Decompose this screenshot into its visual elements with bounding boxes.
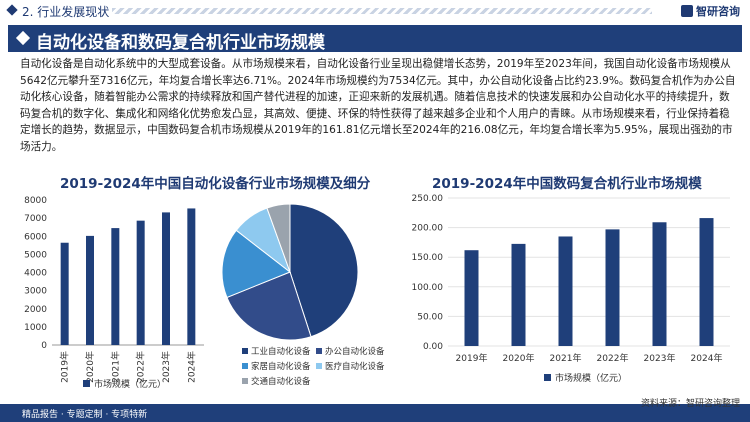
chart2-title: 2019-2024年中国数码复合机行业市场规模 <box>432 176 702 192</box>
chart3-y-tick-label: 200.00 <box>412 224 444 234</box>
chart1-y-tick-label: 5000 <box>24 250 47 260</box>
pie-slice <box>289 203 359 338</box>
chart3-x-tick-label: 2020年 <box>503 352 535 364</box>
chart1-bar <box>136 220 145 345</box>
chart3-y-tick-label: 50.00 <box>417 312 443 322</box>
chart3-x-tick-label: 2022年 <box>597 352 629 364</box>
chart1-bar <box>162 212 170 345</box>
chart1-y-tick-label: 8000 <box>24 196 47 206</box>
chart1-x-tick-label: 2023年 <box>160 351 172 383</box>
footer-bar: 精品报告 · 专题定制 · 专项特新 <box>0 404 750 422</box>
chart1-legend-label: 市场规模（亿元） <box>94 378 166 390</box>
chart1-x-tick-label: 2022年 <box>135 351 147 383</box>
title-banner: 自动化设备和数码复合机行业市场规模 <box>8 25 742 53</box>
chart3-bar <box>464 250 479 346</box>
chart3-y-tick-label: 100.00 <box>412 283 444 293</box>
chart3-bar <box>699 218 714 346</box>
chart1-x-tick-label: 2020年 <box>84 351 96 383</box>
pie-legend-swatch <box>316 348 322 354</box>
chart1-x-tick-label: 2019年 <box>59 351 71 383</box>
pie-legend-label: 交通自动化设备 <box>251 376 311 387</box>
pie-legend-label: 办公自动化设备 <box>325 346 385 357</box>
section-diamond-icon <box>6 4 18 16</box>
chart3-y-tick-label: 0.00 <box>423 342 443 352</box>
chart3-legend-swatch <box>544 374 551 381</box>
page-title: 自动化设备和数码复合机行业市场规模 <box>36 33 325 53</box>
chart1-title: 2019-2024年中国自动化设备行业市场规模及细分 <box>60 176 371 192</box>
pie-legend-swatch <box>316 363 322 369</box>
chart1-y-tick-label: 1000 <box>24 323 47 333</box>
chart1-y-tick-label: 7000 <box>24 214 47 224</box>
chart1-y-tick-label: 6000 <box>24 232 47 242</box>
automation-bar-chart: 0 1000 2000 3000 4000 5000 6000 7000 8000 2019年 20… <box>24 196 204 390</box>
brand-logo-icon <box>681 5 693 17</box>
chart1-bar <box>187 208 196 345</box>
brand-name: 智研咨询 <box>696 5 740 18</box>
chart3-bar <box>511 243 526 346</box>
chart3-bar <box>558 236 573 346</box>
pie-legend-swatch <box>242 363 248 369</box>
pie-legend-swatch <box>242 348 248 354</box>
footer-text: 精品报告 · 专题定制 · 专项特新 <box>22 410 148 420</box>
chart3-x-tick-label: 2021年 <box>550 352 582 364</box>
decorative-stripe <box>112 8 652 14</box>
pie-slice <box>221 229 291 299</box>
chart1-y-tick-label: 4000 <box>24 269 47 279</box>
chart3-legend-label: 市场规模（亿元） <box>555 372 627 384</box>
chart1-x-tick-label: 2021年 <box>109 351 121 383</box>
chart1-legend-swatch <box>83 380 90 387</box>
chart3-x-tick-label: 2019年 <box>456 352 488 364</box>
pie-legend-label: 工业自动化设备 <box>251 346 311 357</box>
chart1-x-tick-label: 2024年 <box>185 351 197 383</box>
section-title: 2. 行业发展现状 <box>22 5 110 19</box>
chart3-x-tick-label: 2023年 <box>644 352 676 364</box>
description-paragraph: 自动化设备是自动化系统中的大型成套设备。从市场规模来看，自动化设备行业呈现出稳健… <box>20 58 736 153</box>
brand-logo: 智研咨询 <box>681 3 740 19</box>
top-bar: 2. 行业发展现状 智研咨询 <box>0 0 750 22</box>
chart1-y-tick-label: 0 <box>41 341 47 351</box>
chart1-bar <box>86 235 94 345</box>
chart3-x-tick-label: 2024年 <box>691 352 723 364</box>
chart3-y-tick-label: 150.00 <box>412 253 444 263</box>
source-note: 资料来源：智研咨询整理 <box>640 399 740 409</box>
chart1-y-tick-label: 2000 <box>24 305 47 315</box>
chart3-y-tick-label: 250.00 <box>412 194 444 204</box>
chart1-y-tick-label: 3000 <box>24 287 47 297</box>
pie-slice <box>266 203 291 273</box>
pie-legend-label: 医疗自动化设备 <box>325 361 385 372</box>
chart3-bar <box>605 229 620 346</box>
chart1-bar <box>111 228 120 345</box>
chart3-bar <box>652 222 667 346</box>
chart1-bar <box>60 242 69 345</box>
copier-bar-chart: 0.00 50.00 100.00 150.00 200.00 250.00 2019年 20… <box>412 194 730 384</box>
pie-legend-label: 家居自动化设备 <box>251 361 311 372</box>
pie-legend-swatch <box>242 378 248 384</box>
banner-diamond-icon <box>15 30 31 46</box>
